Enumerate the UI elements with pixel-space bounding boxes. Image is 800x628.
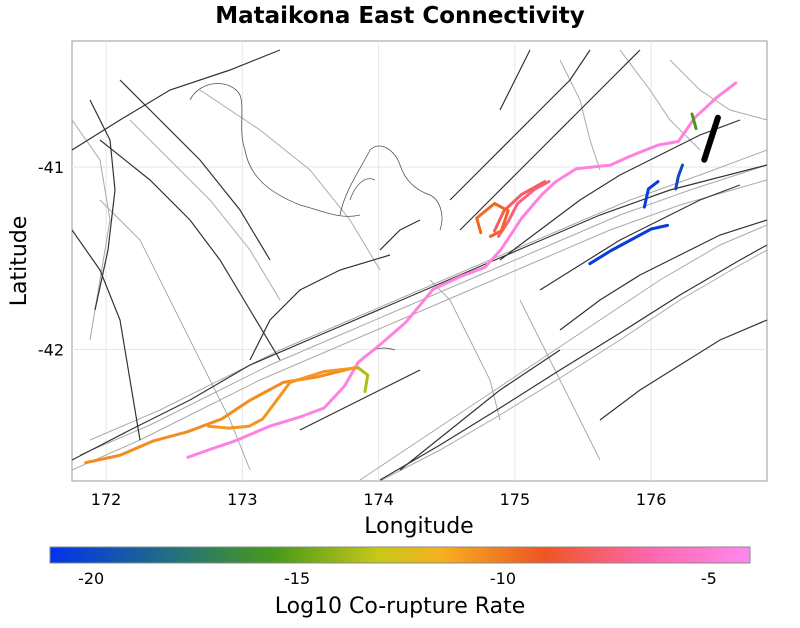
fault-green [690,112,698,131]
chart-title: Mataikona East Connectivity [215,3,585,29]
fault-blue-3 [674,163,684,191]
fault-pink-1 [431,81,738,291]
colorbar-label: Log10 Co-rupture Rate [275,594,526,619]
background-fault-network [72,49,767,481]
grid-lines [72,41,767,481]
x-tick-labels: 172 173 174 175 176 [91,490,667,509]
colorbar-tick-label: -20 [78,569,104,588]
fault-red-1 [497,180,551,238]
fault-blue-2 [642,180,660,209]
colorbar-tick-label: -5 [701,569,717,588]
x-tick-label: 176 [636,490,667,509]
fault-orange-1 [475,202,510,238]
y-tick-label: -42 [38,341,64,360]
colorbar-tick-label: -10 [490,569,516,588]
x-axis-label: Longitude [364,514,473,539]
y-tick-labels: -41 -42 [38,158,64,360]
y-axis-label: Latitude [7,216,32,307]
fault-blue-1 [588,223,669,266]
fault-red-2 [493,180,547,233]
fault-yellow-green [356,366,370,393]
plot-area [71,40,768,482]
fault-orange-3 [206,366,360,430]
x-tick-label: 173 [227,490,258,509]
fault-Mataikona East [701,114,721,163]
colorbar-tick-label: -15 [284,569,310,588]
x-tick-label: 175 [500,490,531,509]
x-tick-label: 172 [91,490,122,509]
y-tick-label: -41 [38,158,64,177]
colorbar [49,546,751,564]
fault-pink-2 [186,287,435,459]
x-tick-label: 174 [363,490,394,509]
colorbar-ticks: -20 -15 -10 -5 [78,569,717,588]
highlighted-ruptures [84,81,738,465]
